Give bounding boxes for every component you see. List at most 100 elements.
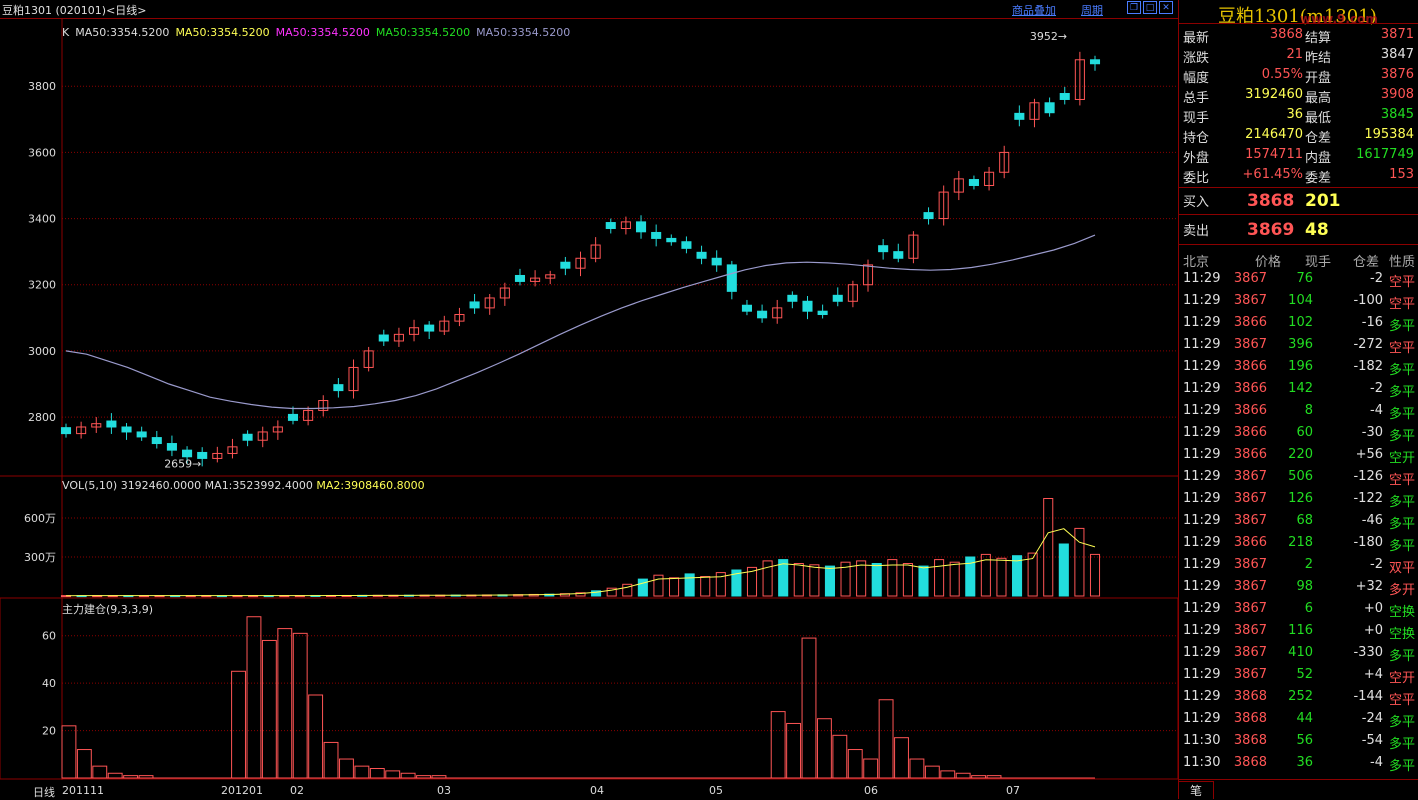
- volume-bar: [684, 573, 695, 597]
- indicator-bar: [339, 758, 354, 779]
- candle-body: [545, 274, 556, 279]
- tick-row: 11:29 3867 52 +4 空开: [1181, 664, 1417, 686]
- ask-price: 3869: [1247, 220, 1295, 240]
- close-icon[interactable]: ✕: [1159, 1, 1173, 14]
- candle-body: [953, 178, 964, 193]
- tick-qty: 218: [1288, 535, 1313, 550]
- tick-qty: 252: [1288, 689, 1313, 704]
- candle-body: [469, 301, 480, 309]
- candle-body: [938, 191, 949, 220]
- tick-price: 3867: [1233, 337, 1267, 352]
- quote-label: 最新: [1183, 31, 1210, 46]
- maximize-icon[interactable]: □: [1143, 1, 1157, 14]
- indicator-tick-label: 40: [42, 677, 56, 690]
- candle-body: [590, 244, 601, 259]
- ma-label: MA50:3354.5200: [175, 26, 270, 39]
- quote-row: 总手 3192460 最高 3908: [1181, 85, 1417, 106]
- volume-bar: [637, 578, 648, 597]
- indicator-bar: [76, 749, 92, 779]
- tick-oi: -180: [1353, 535, 1383, 550]
- tick-price: 3867: [1233, 271, 1267, 286]
- candle-body: [166, 443, 177, 451]
- quote-value: 36: [1286, 107, 1303, 122]
- tick-nature: 多平: [1388, 407, 1415, 422]
- candle-body: [182, 449, 193, 458]
- candle-body: [832, 294, 843, 302]
- ask-label: 卖出: [1183, 224, 1210, 239]
- tick-qty: 52: [1296, 667, 1313, 682]
- candle-body: [666, 237, 677, 243]
- quote-label: 外盘: [1183, 151, 1210, 166]
- volume-tick-label: 300万: [24, 551, 56, 564]
- tick-price: 3866: [1233, 359, 1267, 374]
- tick-time: 11:29: [1183, 667, 1221, 682]
- tick-oi: -30: [1361, 425, 1383, 440]
- tick-row: 11:30 3868 36 -4 多平: [1181, 752, 1417, 774]
- candle-body: [242, 433, 253, 441]
- indicator-bar: [816, 718, 832, 779]
- indicator-bar: [847, 749, 863, 779]
- quote-row: 幅度 0.55% 开盘 3876: [1181, 65, 1417, 86]
- tick-row: 11:29 3866 142 -2 多平: [1181, 378, 1417, 400]
- candle-body: [605, 222, 616, 229]
- indicator-bar: [909, 758, 925, 779]
- tick-qty: 126: [1288, 491, 1313, 506]
- quote-row: 现手 36 最低 3845: [1181, 105, 1417, 126]
- low-price-label: 2659→: [164, 458, 201, 471]
- quote-row: 涨跌 21 昨结 3847: [1181, 45, 1417, 66]
- tick-oi: -24: [1361, 711, 1383, 726]
- volume-bar: [731, 569, 742, 597]
- tick-nature: 多平: [1388, 737, 1415, 752]
- tick-tab[interactable]: 笔: [1178, 781, 1214, 799]
- tick-qty: 98: [1296, 579, 1313, 594]
- quote-label: 最高: [1305, 91, 1332, 106]
- candle-body: [136, 431, 147, 438]
- tick-row: 11:29 3867 410 -330 多平: [1181, 642, 1417, 664]
- volume-bar: [778, 559, 789, 597]
- tick-nature: 多平: [1388, 649, 1415, 664]
- volume-ma1-label: MA1:3523992.4000: [204, 479, 313, 492]
- kline-chart[interactable]: 3800 3600 3400 3200 3000 2800 3952→ 2659→ 600万 30…: [0, 19, 1178, 799]
- candle-body: [1089, 59, 1101, 65]
- indicator-tick-label: 20: [42, 725, 56, 738]
- quote-panel: [1178, 0, 1418, 799]
- tick-time: 11:29: [1183, 293, 1221, 308]
- indicator-bar: [832, 734, 848, 779]
- tick-time: 11:29: [1183, 403, 1221, 418]
- indicator-bar: [894, 737, 909, 779]
- candle-body: [363, 350, 374, 368]
- indicator-bar: [308, 694, 324, 779]
- candle-body: [620, 221, 631, 229]
- candle-body: [772, 307, 783, 319]
- quote-label: 内盘: [1305, 151, 1332, 166]
- volume-ma2-label: MA2:3908460.8000: [316, 479, 425, 492]
- restore-icon[interactable]: ❐: [1127, 1, 1141, 14]
- indicator-bar: [770, 711, 786, 779]
- candle-body: [847, 284, 858, 302]
- tick-nature: 空平: [1388, 297, 1415, 312]
- candle-body: [257, 431, 268, 441]
- candle-body: [817, 310, 828, 316]
- tick-oi: -2: [1370, 381, 1383, 396]
- quote-value: 1617749: [1356, 147, 1414, 162]
- indicator-bar: [369, 768, 385, 779]
- ma-legend: K MA50:3354.5200 MA50:3354.5200 MA50:3354.5…: [62, 21, 576, 40]
- candle-body: [91, 423, 102, 428]
- tick-qty: 196: [1288, 359, 1313, 374]
- quote-label: 现手: [1183, 111, 1210, 126]
- product-overlay-link[interactable]: 商品叠加: [1012, 4, 1056, 17]
- tick-time: 11:29: [1183, 689, 1221, 704]
- period-link[interactable]: 周期: [1081, 4, 1103, 17]
- candle-body: [227, 446, 238, 454]
- candle-body: [424, 324, 435, 332]
- tick-nature: 空平: [1388, 693, 1415, 708]
- tick-row: 11:29 3866 8 -4 多平: [1181, 400, 1417, 422]
- tick-time: 11:29: [1183, 579, 1221, 594]
- volume-bar: [622, 583, 633, 597]
- tick-time: 11:29: [1183, 271, 1221, 286]
- indicator-tick-label: 60: [42, 630, 56, 643]
- tick-row: 11:29 3867 116 +0 空换: [1181, 620, 1417, 642]
- volume-bar: [980, 553, 991, 597]
- indicator-bar: [940, 770, 956, 779]
- x-axis-label: 06: [864, 784, 878, 797]
